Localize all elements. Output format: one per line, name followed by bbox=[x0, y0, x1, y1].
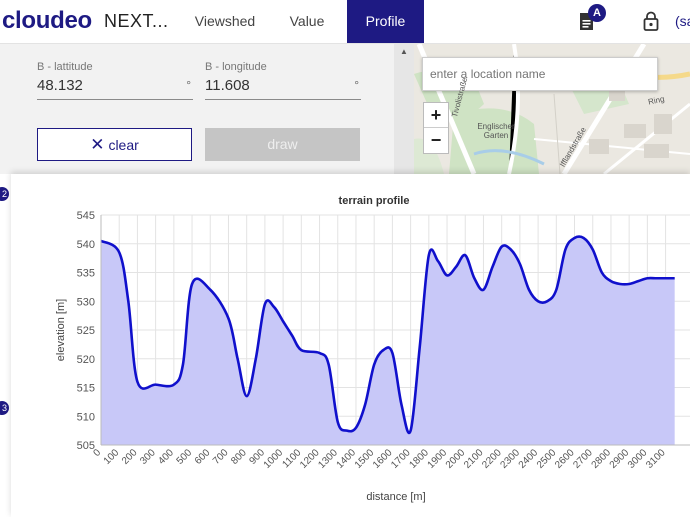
latitude-value[interactable]: 48.132 bbox=[37, 77, 83, 94]
y-tick-label: 520 bbox=[77, 354, 95, 366]
clear-label: clear bbox=[108, 137, 139, 153]
y-tick-label: 545 bbox=[77, 210, 95, 222]
x-tick-label: 1400 bbox=[335, 447, 359, 471]
x-tick-label: 700 bbox=[211, 447, 231, 467]
chart-title: terrain profile bbox=[339, 195, 410, 207]
app-logo[interactable]: cloudeo bbox=[2, 7, 92, 34]
draw-button[interactable]: draw bbox=[205, 128, 360, 161]
x-tick-label: 2300 bbox=[498, 447, 522, 471]
x-tick-label: 1500 bbox=[353, 447, 377, 471]
profile-dialog: 505 510 515 520 525 530 535 540 545 0 100 200 300 400… bbox=[11, 174, 690, 517]
x-tick-label: 2800 bbox=[590, 447, 614, 471]
longitude-unit: ° bbox=[354, 78, 359, 92]
x-tick-label: 1100 bbox=[280, 447, 303, 470]
x-tick-label: 3000 bbox=[626, 447, 650, 471]
x-tick-label: 300 bbox=[138, 447, 158, 467]
scroll-up-icon[interactable]: ▲ bbox=[400, 47, 408, 56]
panel-scrollbar[interactable]: ▲ bbox=[394, 44, 414, 174]
y-tick-label: 510 bbox=[77, 411, 95, 423]
project-name[interactable]: NEXT... bbox=[104, 11, 169, 31]
top-bar: cloudeo NEXT... Viewshed Value Profile A… bbox=[0, 0, 690, 44]
longitude-field[interactable]: B - longitude 11.608 ° bbox=[205, 56, 361, 100]
y-tick-label: 515 bbox=[77, 383, 95, 395]
map-view[interactable]: + − Englischer Garten Tivolistraße Ring … bbox=[414, 44, 690, 174]
longitude-value[interactable]: 11.608 bbox=[205, 77, 250, 94]
y-tick-label: 530 bbox=[77, 296, 95, 308]
x-tick-label: 100 bbox=[102, 447, 122, 467]
x-tick-label: 1200 bbox=[298, 447, 322, 471]
terrain-profile-chart: 505 510 515 520 525 530 535 540 545 0100200300400… bbox=[55, 195, 690, 503]
x-tick-label: 400 bbox=[156, 447, 176, 467]
x-axis-label: distance [m] bbox=[366, 491, 425, 503]
point-marker[interactable]: 3 bbox=[0, 401, 9, 415]
map-place-label: Englischer Garten bbox=[477, 122, 515, 140]
x-tick-label: 800 bbox=[229, 447, 249, 467]
tab-viewshed[interactable]: Viewshed bbox=[194, 13, 256, 29]
x-tick-label: 2700 bbox=[571, 447, 595, 471]
x-tick-label: 2100 bbox=[462, 447, 486, 471]
latitude-label: B - lattitude bbox=[37, 61, 93, 73]
zoom-out-button[interactable]: − bbox=[430, 130, 442, 150]
x-tick-label: 200 bbox=[120, 447, 140, 467]
elevation-line bbox=[100, 235, 675, 435]
x-tick-label: 2500 bbox=[535, 447, 559, 471]
zoom-in-button[interactable]: + bbox=[424, 103, 448, 128]
y-axis-label: elevation [m] bbox=[55, 299, 67, 361]
x-tick-label: 1900 bbox=[426, 447, 450, 471]
y-tick-label: 535 bbox=[77, 268, 95, 280]
x-tick-label: 0 bbox=[91, 447, 103, 459]
x-tick-label: 1000 bbox=[262, 447, 286, 471]
latitude-unit: ° bbox=[186, 78, 191, 92]
location-search[interactable] bbox=[422, 57, 658, 91]
close-icon: ✕ bbox=[90, 135, 105, 154]
x-tick-label: 2200 bbox=[480, 447, 504, 471]
x-tick-label: 500 bbox=[175, 447, 195, 467]
x-tick-label: 1300 bbox=[316, 447, 340, 471]
tab-profile[interactable]: Profile bbox=[347, 0, 424, 43]
x-tick-label: 2900 bbox=[608, 447, 632, 471]
zoom-control: + − bbox=[423, 102, 449, 154]
x-tick-label: 600 bbox=[193, 447, 213, 467]
elevation-area bbox=[101, 236, 675, 445]
lock-icon[interactable] bbox=[643, 11, 659, 31]
user-name[interactable]: (sa bbox=[675, 13, 690, 29]
x-tick-label: 1600 bbox=[371, 447, 395, 471]
y-tick-label: 525 bbox=[77, 325, 95, 337]
x-tick-label: 3100 bbox=[644, 447, 668, 471]
y-tick-label: 505 bbox=[77, 440, 95, 452]
tab-value[interactable]: Value bbox=[289, 13, 325, 29]
longitude-label: B - longitude bbox=[205, 61, 267, 73]
x-tick-label: 1700 bbox=[389, 447, 413, 471]
notification-badge: A bbox=[588, 4, 606, 22]
x-tick-label: 2600 bbox=[553, 447, 577, 471]
clear-button[interactable]: ✕ clear bbox=[37, 128, 192, 161]
point-marker[interactable]: 2 bbox=[0, 187, 9, 201]
x-tick-label: 2400 bbox=[517, 447, 541, 471]
y-tick-label: 540 bbox=[77, 239, 95, 251]
location-search-input[interactable] bbox=[423, 58, 657, 90]
coordinates-panel: B - lattitude 48.132 ° B - longitude 11.… bbox=[0, 44, 394, 174]
x-tick-label: 2000 bbox=[444, 447, 468, 471]
latitude-field[interactable]: B - lattitude 48.132 ° bbox=[37, 56, 193, 100]
x-tick-label: 1800 bbox=[407, 447, 431, 471]
